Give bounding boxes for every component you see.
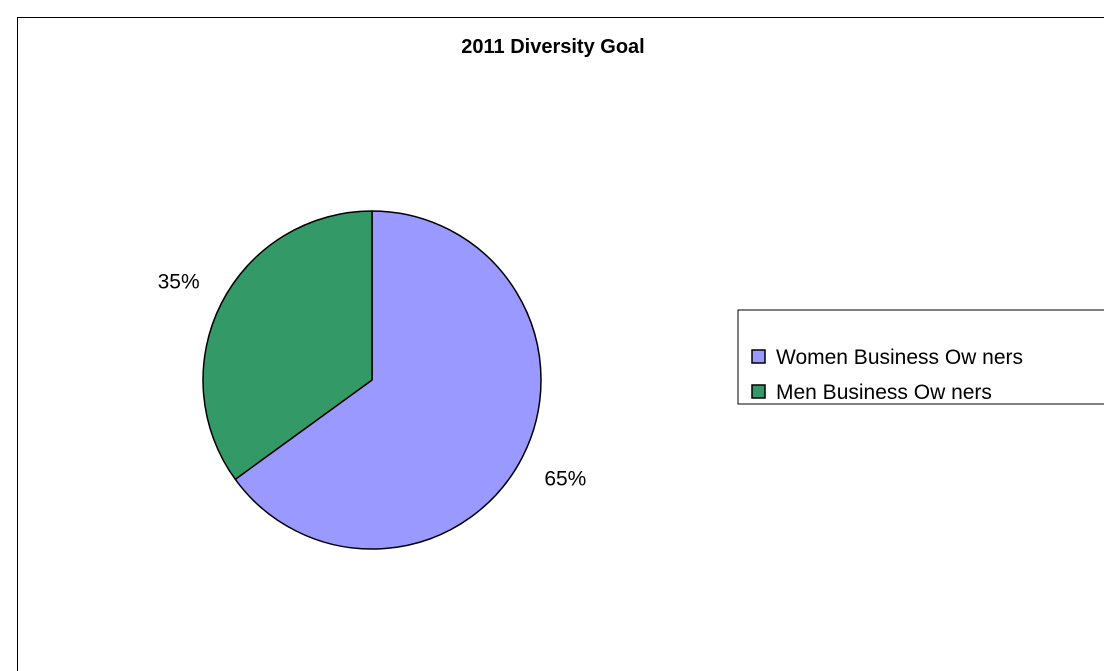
pie-slice-women xyxy=(234,210,542,550)
chart-title: 2011 Diversity Goal xyxy=(461,36,644,58)
legend: Women Business Ow ners Men Business Ow n… xyxy=(737,309,1104,405)
pie-slice-men xyxy=(202,210,373,481)
legend-swatch-men xyxy=(751,384,766,399)
pie-slices xyxy=(202,210,542,550)
data-labels: 65% 35% xyxy=(158,270,587,490)
legend-label-women: Women Business Ow ners xyxy=(776,346,1023,369)
data-label-women: 65% xyxy=(544,468,586,491)
legend-label-men: Men Business Ow ners xyxy=(776,381,992,404)
data-label-men: 35% xyxy=(158,270,200,293)
legend-swatch-women xyxy=(751,349,766,364)
legend-box xyxy=(737,309,1104,405)
